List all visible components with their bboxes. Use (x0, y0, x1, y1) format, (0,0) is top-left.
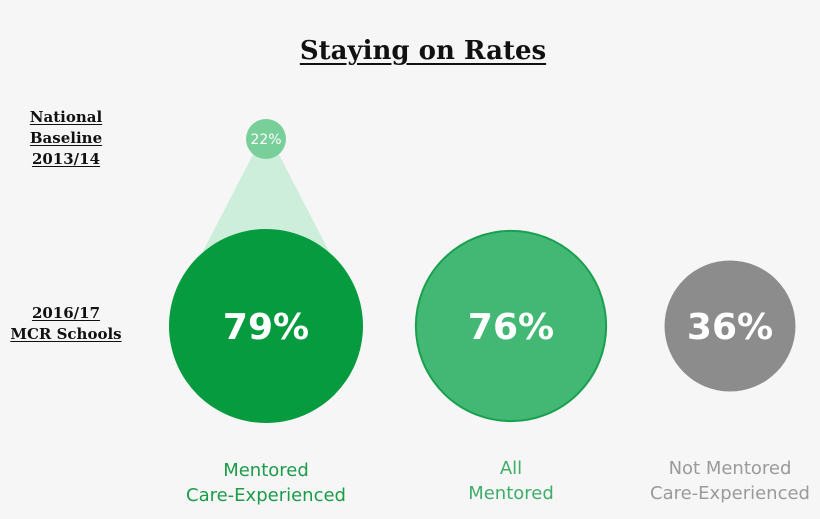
category-label-line: Mentored (468, 483, 554, 504)
category-label-line: Care-Experienced (186, 485, 346, 506)
row-label-current-line: MCR Schools (10, 325, 122, 343)
bubble-76 (414, 229, 608, 423)
row-label-baseline-line: 2013/14 (31, 150, 101, 168)
category-label: Mentored Care-Experienced (156, 458, 376, 508)
bubble-value-label: 76% (468, 307, 554, 348)
category-label-line: Care-Experienced (650, 483, 810, 504)
row-label-current-line: 2016/17 (31, 304, 101, 322)
row-label-baseline: National Baseline 2013/14 (14, 107, 118, 170)
bubble-36 (664, 260, 796, 392)
row-label-current: 2016/17 MCR Schools (2, 303, 130, 345)
bubble-value-label: 79% (223, 307, 309, 348)
bubble-79 (169, 229, 363, 423)
category-label-line: Mentored (223, 460, 309, 481)
baseline-cone (201, 151, 331, 254)
baseline-value-label: 22% (250, 132, 281, 148)
baseline-bubble-22 (246, 119, 286, 159)
category-label: All Mentored (401, 456, 621, 506)
bubble-value-label: 36% (687, 307, 773, 348)
category-label: Not Mentored Care-Experienced (620, 456, 820, 506)
category-label-line: Not Mentored (668, 458, 792, 479)
category-label-line: All (499, 458, 523, 479)
chart-title: Staying on Rates (299, 36, 547, 66)
row-label-baseline-line: Baseline (29, 129, 103, 147)
row-label-baseline-line: National (29, 108, 103, 126)
